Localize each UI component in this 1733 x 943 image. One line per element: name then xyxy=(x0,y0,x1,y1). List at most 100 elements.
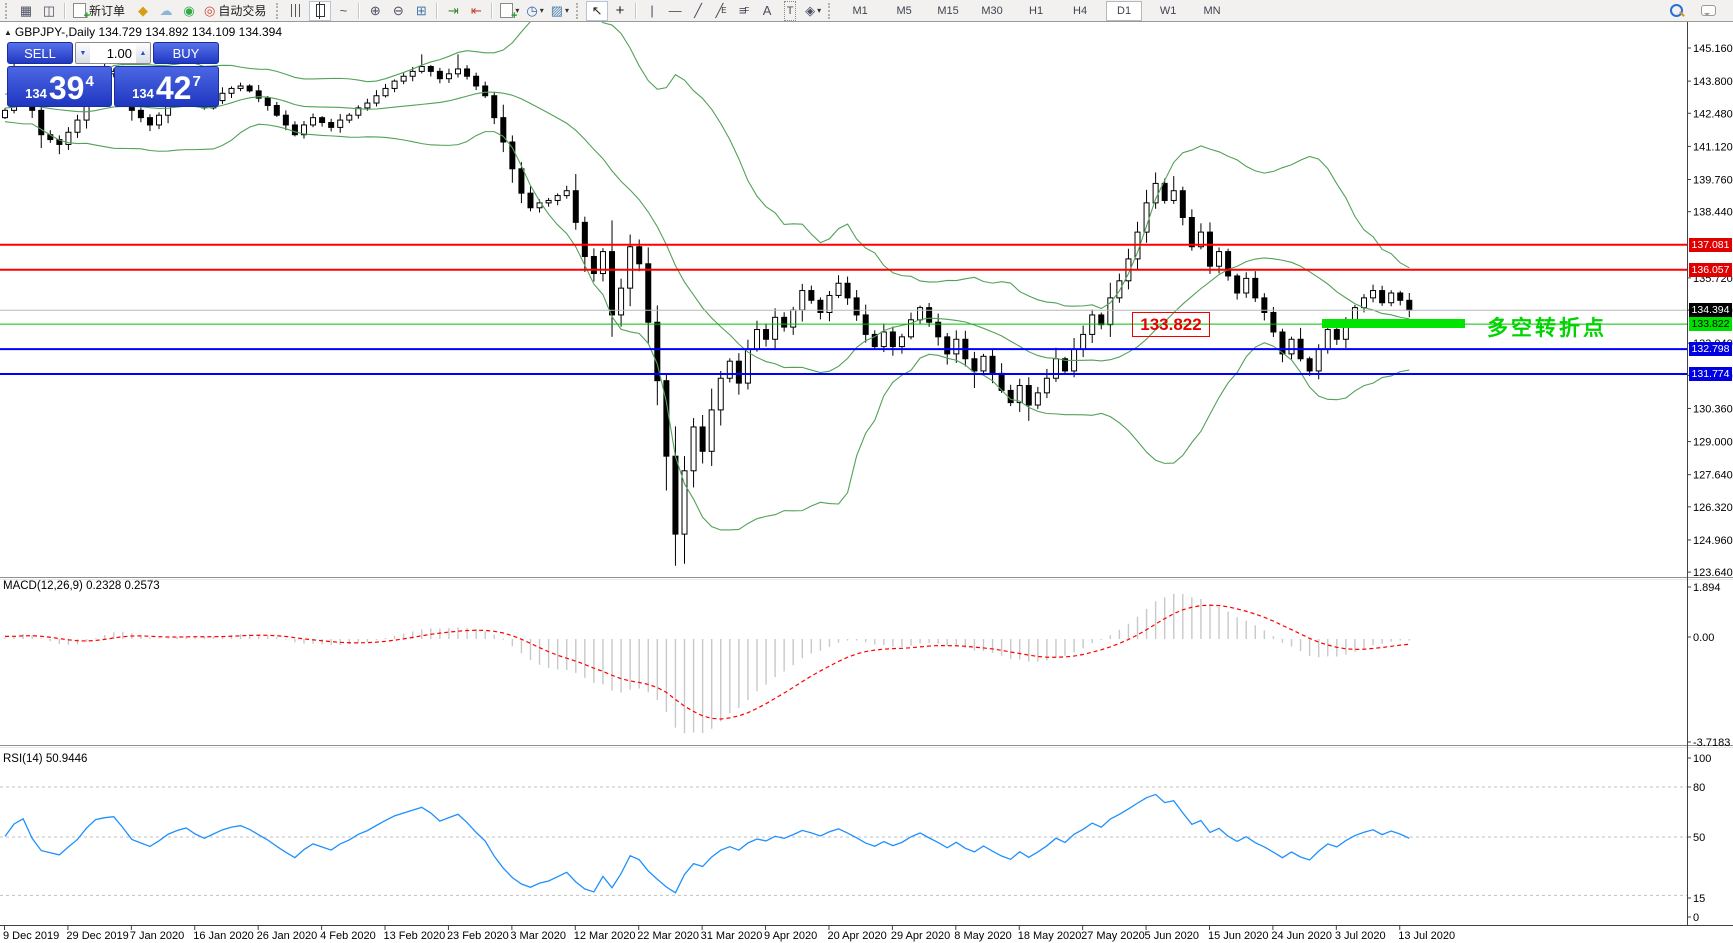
timeframe-button-M15[interactable]: M15 xyxy=(937,4,959,17)
volume-input[interactable] xyxy=(90,43,136,63)
templates-dropdown[interactable]: ▨ ▾ xyxy=(548,1,572,21)
caret-down-icon: ▾ xyxy=(565,5,570,15)
date-axis-label: 20 Apr 2020 xyxy=(827,930,886,942)
vertical-line-tool[interactable]: | xyxy=(641,1,663,21)
buy-button[interactable]: BUY xyxy=(153,42,219,64)
toolbar-grip xyxy=(276,2,282,19)
volume-increase-button[interactable]: ▲ xyxy=(136,43,150,63)
fibonacci-letter: F xyxy=(744,5,750,15)
date-axis-label: 12 Mar 2020 xyxy=(574,930,636,942)
timeframe-button-H1[interactable]: H1 xyxy=(1029,4,1044,17)
toolbar-grip xyxy=(576,2,582,19)
tile-windows-button[interactable]: ⊞ xyxy=(410,1,432,21)
autotrade-button[interactable]: ◎ 自动交易 xyxy=(201,1,272,21)
line-chart-button[interactable]: ~ xyxy=(332,1,354,21)
price-scale-label: 142.480 xyxy=(1693,108,1733,120)
search-button[interactable] xyxy=(1665,1,1687,21)
date-axis-label: 13 Jul 2020 xyxy=(1398,930,1455,942)
toolbar-separator xyxy=(635,2,638,19)
turning-point-annotation[interactable]: 多空转折点 xyxy=(1487,317,1607,340)
zoom-out-button[interactable]: ⊖ xyxy=(387,1,409,21)
sell-button[interactable]: SELL xyxy=(7,42,73,64)
text-label-tool[interactable]: T xyxy=(779,0,801,21)
caret-down-icon: ▾ xyxy=(515,5,520,15)
cursor-icon: ↖ xyxy=(591,2,603,18)
rsi-scale-label: 80 xyxy=(1693,782,1705,794)
trendline-tool[interactable]: ╱ xyxy=(687,1,709,21)
auto-scroll-button[interactable]: ⇥ xyxy=(442,1,464,21)
template-icon: ▨ xyxy=(550,2,564,18)
arrows-dropdown[interactable]: ◈ ▾ xyxy=(802,1,824,21)
cursor-tool-button[interactable]: ↖ xyxy=(586,0,609,21)
price-badge-131.774: 131.774 xyxy=(1689,367,1732,381)
symbol-collapse-icon[interactable]: ▲ xyxy=(4,28,12,37)
text-label-icon: T xyxy=(783,0,797,21)
text-tool[interactable]: A xyxy=(756,1,778,21)
sell-price-pips: 39 xyxy=(48,70,85,106)
crosshair-tool-button[interactable]: + xyxy=(609,1,631,21)
new-order-button[interactable]: + 新订单 xyxy=(70,1,131,22)
new-chart-button[interactable]: ▦ xyxy=(15,1,37,21)
sell-price-display[interactable]: 134 39 4 xyxy=(7,66,112,107)
price-scale-label: 130.360 xyxy=(1693,403,1733,415)
timeframe-button-H4[interactable]: H4 xyxy=(1073,4,1088,17)
macd-scale-label: 1.894 xyxy=(1693,582,1721,594)
date-axis-label: 23 Feb 2020 xyxy=(447,930,509,942)
channel-tool[interactable]: ╱ E xyxy=(710,1,732,21)
date-axis-label: 29 Dec 2019 xyxy=(66,930,128,942)
volume-decrease-button[interactable]: ▼ xyxy=(76,43,90,63)
metaeditor-button[interactable]: ☁ xyxy=(155,1,177,21)
chat-button[interactable] xyxy=(1697,1,1719,21)
profiles-icon: ◫ xyxy=(42,2,56,18)
symbol-ohlc-text: GBPJPY-,Daily 134.729 134.892 134.109 13… xyxy=(14,25,283,39)
horizontal-line-tool[interactable]: — xyxy=(664,1,686,21)
chart-shift-icon: ⇤ xyxy=(470,2,482,18)
date-axis-label: 13 Feb 2020 xyxy=(384,930,446,942)
date-axis-label: 9 Apr 2020 xyxy=(764,930,817,942)
buy-price-display[interactable]: 134 42 7 xyxy=(114,66,219,107)
date-axis-label: 4 Feb 2020 xyxy=(320,930,376,942)
profiles-button[interactable]: ◫ xyxy=(38,1,60,21)
price-scale-label: 143.800 xyxy=(1693,76,1733,88)
candlestick-chart-button[interactable] xyxy=(309,0,332,21)
bar-chart-button[interactable] xyxy=(286,1,308,21)
indicators-dropdown[interactable]: + ▾ xyxy=(497,1,522,22)
rsi-scale-label: 0 xyxy=(1693,912,1699,924)
date-axis-label: 5 Jun 2020 xyxy=(1145,930,1199,942)
arrows-icon: ◈ xyxy=(805,2,816,18)
buy-price-point: 7 xyxy=(192,73,201,90)
line-chart-icon: ~ xyxy=(339,2,348,18)
timeframe-button-D1[interactable]: D1 xyxy=(1106,0,1143,21)
key-level-price-label[interactable]: 133.822 xyxy=(1132,312,1210,337)
toolbar-grip xyxy=(828,2,834,19)
price-scale-label: 129.000 xyxy=(1693,437,1733,449)
toolbar: ▦ ◫ + 新订单 ◆ ☁ ◉ ◎ 自动交易 ~ ⊕ ⊖ ⊞ ⇥ ⇤ + ▾ ◷… xyxy=(0,0,1733,22)
timeframe-button-M30[interactable]: M30 xyxy=(981,4,1003,17)
toolbar-separator xyxy=(64,2,66,19)
price-scale-label: 141.120 xyxy=(1693,141,1733,153)
price-scale-label: 126.320 xyxy=(1693,502,1733,514)
timeframe-button-M1[interactable]: M1 xyxy=(852,4,868,17)
date-axis-label: 3 Jul 2020 xyxy=(1335,930,1386,942)
zoom-in-button[interactable]: ⊕ xyxy=(364,1,386,21)
timeframe-group: M1 M5 M15 M30 H1 H4 D1 W1 MN xyxy=(838,0,1234,21)
signals-button[interactable]: ◉ xyxy=(178,1,200,21)
chat-icon xyxy=(1700,5,1716,16)
date-axis-label: 24 Jun 2020 xyxy=(1271,930,1332,942)
buy-price-big-figure: 134 xyxy=(132,86,154,101)
timeframe-button-M5[interactable]: M5 xyxy=(896,4,912,17)
auto-scroll-icon: ⇥ xyxy=(447,2,459,18)
timeframe-button-MN[interactable]: MN xyxy=(1203,4,1221,17)
fibonacci-tool[interactable]: ≡ F xyxy=(733,1,755,21)
date-axis-label: 8 May 2020 xyxy=(954,930,1011,942)
chart-shift-button[interactable]: ⇤ xyxy=(465,1,487,21)
periods-dropdown[interactable]: ◷ ▾ xyxy=(523,1,546,21)
volume-spinner: ▼ ▲ xyxy=(75,42,151,64)
market-watch-button[interactable]: ◆ xyxy=(132,1,154,21)
macd-scale-label: 0.00 xyxy=(1693,632,1714,644)
timeframe-button-W1[interactable]: W1 xyxy=(1159,4,1177,17)
date-axis-label: 16 Jan 2020 xyxy=(193,930,254,942)
